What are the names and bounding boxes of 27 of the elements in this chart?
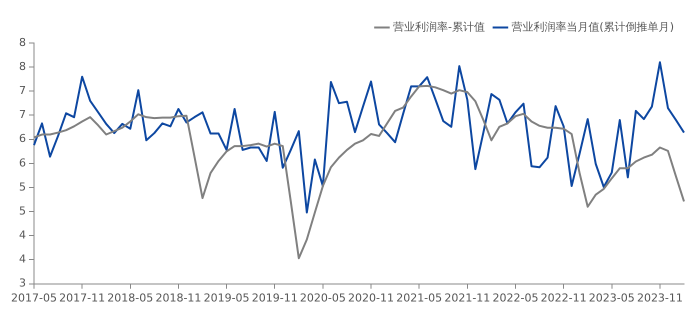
x-tick-label: 2022-05 xyxy=(492,291,538,304)
y-tick-label: 7 xyxy=(18,108,26,122)
x-tick-label: 2019-11 xyxy=(252,291,298,304)
x-tick-label: 2017-11 xyxy=(59,291,106,304)
x-tick-label: 2021-05 xyxy=(396,291,442,304)
y-tick-label: 3 xyxy=(18,276,26,290)
y-tick-label: 4 xyxy=(18,252,26,266)
y-tick-label: 5 xyxy=(18,180,26,194)
y-tick-label: 5 xyxy=(18,204,26,218)
x-tick-label: 2023-11 xyxy=(636,291,683,304)
x-tick-label: 2020-05 xyxy=(300,291,346,304)
x-tick-label: 2020-11 xyxy=(348,291,394,304)
legend-label: 营业利润率-累计值 xyxy=(392,20,485,34)
y-tick-label: 7 xyxy=(18,84,26,98)
x-tick-label: 2023-05 xyxy=(588,291,635,304)
y-tick-label: 8 xyxy=(18,60,26,73)
y-tick-label: 4 xyxy=(18,228,26,242)
legend-label: 营业利润率当月值(累计倒推单月) xyxy=(511,20,674,34)
y-tick-label: 6 xyxy=(18,132,26,146)
x-tick-label: 2021-11 xyxy=(444,291,490,304)
y-tick-label: 8 xyxy=(18,36,26,49)
x-tick-label: 2019-05 xyxy=(204,291,250,304)
x-tick-label: 2018-11 xyxy=(155,291,202,304)
x-tick-label: 2022-11 xyxy=(540,291,587,304)
x-tick-label: 2018-05 xyxy=(107,291,154,304)
y-tick-label: 6 xyxy=(18,156,26,170)
x-tick-label: 2017-05 xyxy=(10,291,57,304)
